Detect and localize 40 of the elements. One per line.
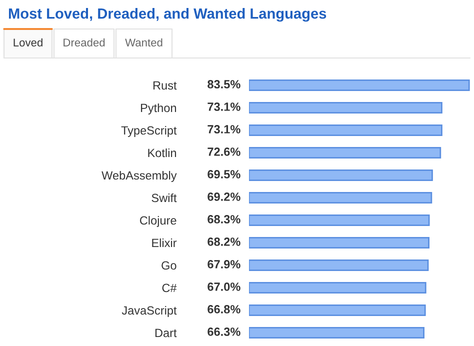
y-tick-label: WebAssembly (102, 170, 177, 182)
y-tick-label: Clojure (140, 216, 176, 227)
bar (249, 79, 470, 92)
bar (249, 102, 442, 114)
y-tick-label: Kotlin (148, 148, 176, 158)
data-label: 73.1% (208, 125, 240, 134)
bar (249, 124, 442, 136)
y-tick-label: Dart (155, 328, 177, 338)
text: Wanted (125, 38, 162, 46)
bar (249, 169, 433, 182)
data-label: 83.5% (208, 80, 240, 88)
y-tick-label: Go (162, 261, 176, 270)
bar (249, 304, 426, 316)
data-label: 69.2% (208, 192, 240, 201)
bar (249, 236, 430, 249)
y-tick-label: TypeScript (121, 126, 177, 137)
y-tick-label: Swift (152, 193, 177, 202)
text: Dreaded (64, 38, 105, 46)
data-label: 66.3% (208, 328, 240, 336)
bar (249, 326, 424, 339)
y-tick-label: Elixir (152, 238, 177, 248)
y-tick-label: JavaScript (122, 306, 177, 317)
data-label: 66.8% (208, 305, 240, 314)
bar (249, 282, 426, 294)
bar (249, 259, 429, 272)
data-label: 69.5% (208, 170, 240, 178)
data-label: 68.3% (208, 215, 240, 224)
bar (249, 192, 432, 204)
data-label: 72.6% (208, 148, 240, 156)
chart-title: Most Loved, Dreaded, and Wanted Languages (8, 8, 326, 22)
bar (249, 214, 430, 226)
data-label: 73.1% (208, 102, 240, 111)
y-tick-label: Python (140, 103, 176, 114)
bar (249, 146, 442, 159)
data-label: 67.9% (208, 260, 240, 268)
text: Loved (14, 38, 42, 46)
y-tick-label: C# (162, 284, 177, 292)
data-label: 68.2% (208, 238, 240, 246)
data-label: 67.0% (208, 282, 240, 291)
y-tick-label: Rust (153, 81, 177, 90)
